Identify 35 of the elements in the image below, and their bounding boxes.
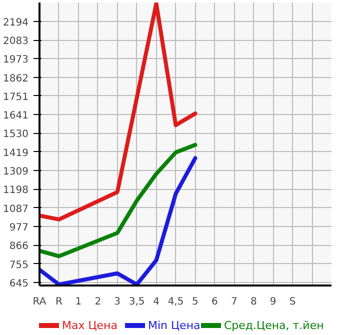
y-tick-label: 1087 — [3, 204, 29, 215]
x-tick-label: 7 — [230, 296, 238, 308]
x-tick-label: 3,5 — [128, 296, 145, 308]
x-tick-label: R — [55, 296, 62, 308]
y-tick-label: 2194 — [3, 17, 29, 28]
line-series — [40, 142, 198, 258]
y-tick-label: 1198 — [3, 185, 29, 196]
y-tick-label: 755 — [9, 260, 29, 271]
x-tick-label: S — [289, 296, 296, 308]
x-tick-label: 3 — [114, 296, 121, 308]
x-tick-label: 1 — [75, 296, 82, 308]
x-tick-label: RA — [32, 296, 46, 308]
y-tick-label: 866 — [9, 241, 29, 252]
x-tick-label: 4,5 — [168, 296, 184, 308]
y-tick-label: 977 — [9, 222, 29, 234]
y-tick-label: 2083 — [3, 36, 29, 48]
legend-label: Max Цена — [62, 318, 118, 332]
y-tick-label: 1973 — [3, 54, 29, 66]
y-tick-label: 1419 — [3, 148, 29, 159]
x-tick-label: 9 — [270, 296, 276, 308]
y-tick-label: 1309 — [3, 166, 29, 178]
x-tick-label: 6 — [212, 296, 218, 308]
x-tick-label: 4 — [153, 296, 160, 308]
line-series — [40, 156, 198, 286]
x-tick-label: 8 — [250, 296, 257, 308]
y-tick-label: 1641 — [3, 110, 29, 122]
y-tick-label: 1530 — [3, 129, 29, 140]
legend-label: Min Цена — [148, 318, 200, 332]
y-tick-label: 1862 — [3, 73, 29, 84]
x-tick-label: 5 — [192, 296, 198, 308]
x-tick-label: 2 — [94, 296, 102, 308]
line-series — [40, 2, 198, 222]
legend-label: Сред.Цена, т.йен — [224, 318, 324, 332]
y-tick-label: 645 — [9, 278, 29, 290]
y-tick-label: 1751 — [3, 92, 29, 103]
